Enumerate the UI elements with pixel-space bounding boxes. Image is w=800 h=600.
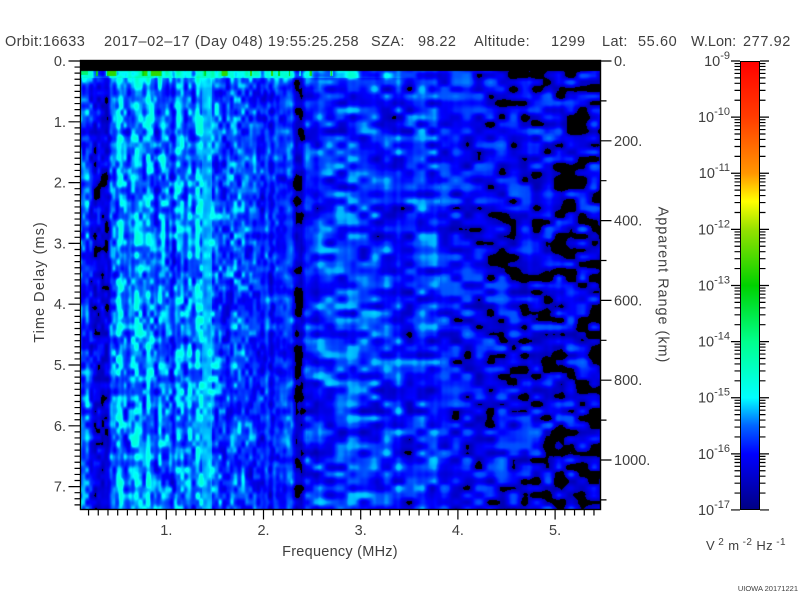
- svg-text:800.: 800.: [614, 373, 642, 389]
- svg-text:Time Delay (ms): Time Delay (ms): [32, 221, 48, 343]
- svg-text:Lat:: Lat:: [602, 34, 628, 50]
- svg-text:SZA:: SZA:: [371, 34, 405, 50]
- svg-text:10-13: 10-13: [698, 274, 730, 294]
- svg-text:0.: 0.: [614, 54, 626, 70]
- svg-text:55.60: 55.60: [638, 34, 677, 50]
- svg-text:10-9: 10-9: [704, 50, 730, 70]
- svg-text:400.: 400.: [614, 214, 642, 230]
- svg-text:3.: 3.: [54, 236, 66, 252]
- svg-text:1.: 1.: [54, 115, 66, 131]
- svg-text:2.: 2.: [54, 176, 66, 192]
- svg-text:Altitude:: Altitude:: [474, 34, 530, 50]
- svg-text:98.22: 98.22: [418, 34, 456, 50]
- svg-text:5.: 5.: [54, 358, 66, 374]
- svg-text:10-17: 10-17: [698, 499, 730, 519]
- svg-text:10-14: 10-14: [698, 331, 730, 351]
- svg-text:277.92: 277.92: [743, 34, 791, 50]
- svg-text:W.Lon:: W.Lon:: [691, 34, 736, 50]
- svg-text:V 2 m -2 Hz -1: V 2 m -2 Hz -1: [706, 537, 786, 553]
- svg-text:10-12: 10-12: [698, 218, 730, 238]
- svg-text:Apparent Range (km): Apparent Range (km): [655, 207, 671, 364]
- svg-text:6.: 6.: [54, 419, 66, 435]
- svg-text:3.: 3.: [355, 523, 367, 539]
- svg-text:Frequency (MHz): Frequency (MHz): [282, 544, 398, 560]
- svg-text:1.: 1.: [160, 523, 172, 539]
- svg-text:5.: 5.: [549, 523, 561, 539]
- svg-text:600.: 600.: [614, 293, 642, 309]
- svg-text:10-10: 10-10: [698, 106, 730, 126]
- svg-text:4.: 4.: [452, 523, 464, 539]
- svg-text:10-11: 10-11: [699, 162, 730, 182]
- svg-text:7.: 7.: [54, 480, 66, 496]
- svg-text:200.: 200.: [614, 134, 642, 150]
- svg-text:10-16: 10-16: [698, 443, 730, 463]
- svg-text:Orbit:16633: Orbit:16633: [5, 34, 85, 50]
- svg-text:1000.: 1000.: [614, 453, 650, 469]
- svg-text:2.: 2.: [257, 523, 269, 539]
- svg-text:UIOWA 20171221: UIOWA 20171221: [738, 584, 798, 593]
- svg-text:10-15: 10-15: [698, 387, 730, 407]
- svg-text:4.: 4.: [54, 297, 66, 313]
- svg-text:1299: 1299: [551, 34, 586, 50]
- svg-text:0.: 0.: [54, 54, 66, 70]
- svg-text:2017–02–17 (Day 048) 19:55:25.: 2017–02–17 (Day 048) 19:55:25.258: [104, 34, 359, 50]
